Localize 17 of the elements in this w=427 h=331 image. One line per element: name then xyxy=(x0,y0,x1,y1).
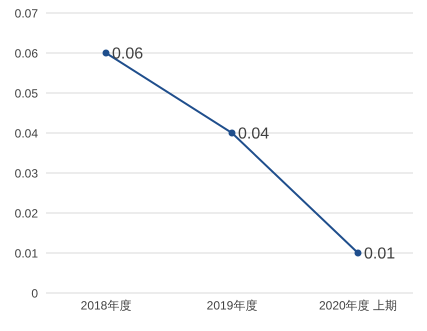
data-label: 0.04 xyxy=(238,126,270,143)
point xyxy=(228,130,236,136)
y-tick-label: 0.02 xyxy=(14,206,38,220)
x-tick-label: 2018年度 xyxy=(80,298,132,313)
point xyxy=(354,250,362,256)
y-tick-label: 0.07 xyxy=(14,6,38,20)
data-label: 0.01 xyxy=(364,246,396,263)
y-tick-label: 0.06 xyxy=(14,46,38,60)
x-tick-label: 2020年度 上期 xyxy=(318,298,398,313)
y-tick-label: 0.05 xyxy=(14,86,38,100)
y-tick-label: 0.04 xyxy=(14,126,38,140)
x-tick-label: 2019年度 xyxy=(206,298,258,313)
point xyxy=(102,50,110,56)
y-tick-label: 0 xyxy=(31,286,38,300)
data-label: 0.06 xyxy=(112,46,144,63)
y-tick-label: 0.03 xyxy=(14,166,38,180)
y-tick-label: 0.01 xyxy=(14,246,38,260)
